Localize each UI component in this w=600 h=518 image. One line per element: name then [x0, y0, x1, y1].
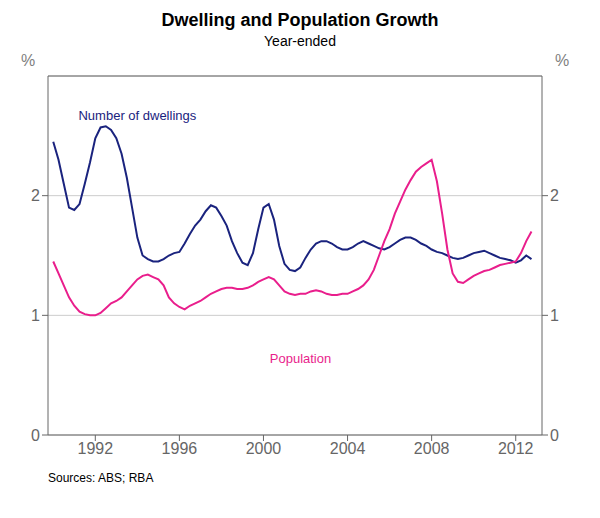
svg-text:1992: 1992: [78, 440, 114, 457]
svg-text:Population: Population: [270, 351, 331, 366]
svg-text:1: 1: [550, 307, 559, 324]
svg-text:2000: 2000: [246, 440, 282, 457]
svg-text:2008: 2008: [414, 440, 450, 457]
html-text:Dwelling and Population Growth: Dwelling and Population Growth: [161, 10, 439, 30]
svg-text:2: 2: [550, 187, 559, 204]
svg-text:%: %: [21, 52, 35, 69]
svg-text:0: 0: [31, 427, 40, 444]
svg-text:0: 0: [550, 427, 559, 444]
svg-text:%: %: [555, 52, 569, 69]
svg-text:1996: 1996: [162, 440, 198, 457]
html-text:Sources: ABS; RBA: Sources: ABS; RBA: [48, 471, 154, 485]
svg-text:2004: 2004: [330, 440, 366, 457]
svg-text:2: 2: [31, 187, 40, 204]
svg-text:Number of dwellings: Number of dwellings: [78, 108, 196, 123]
svg-text:1: 1: [31, 307, 40, 324]
html-text:Year-ended: Year-ended: [264, 33, 336, 49]
svg-text:2012: 2012: [498, 440, 534, 457]
